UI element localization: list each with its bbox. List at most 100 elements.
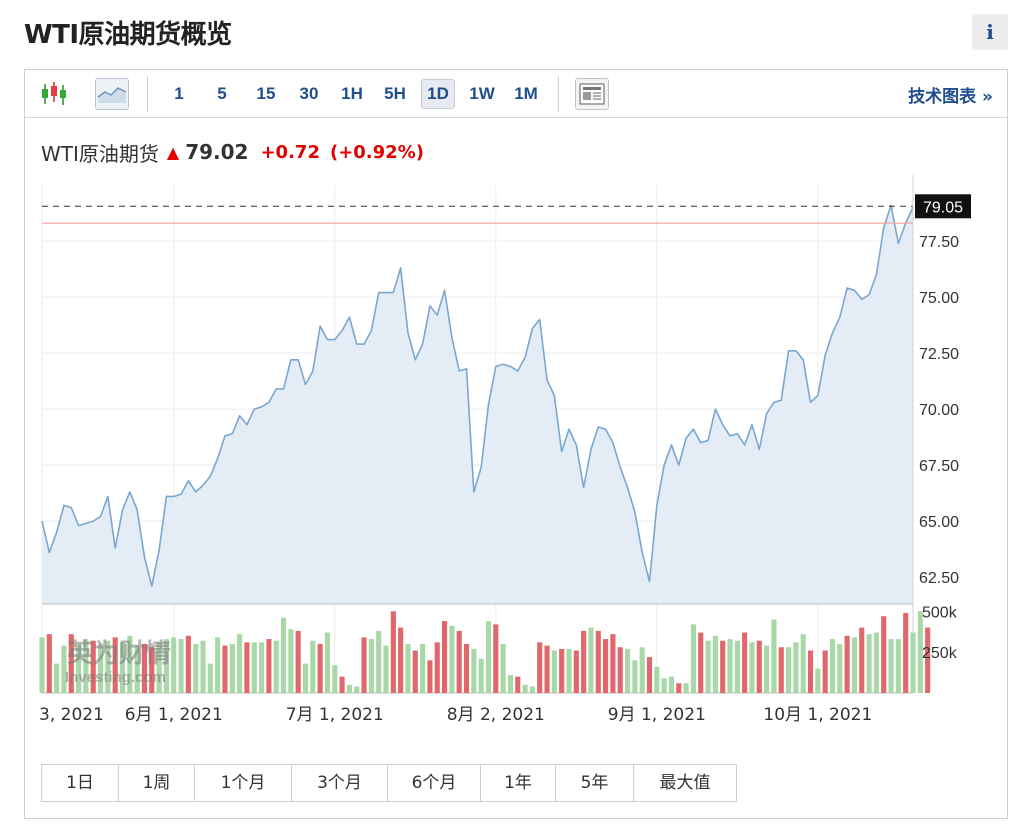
x-tick-label: 8月 2, 2021	[447, 705, 545, 725]
range-6m-button[interactable]: 6个月	[388, 765, 481, 801]
range-1d-button[interactable]: 1日	[42, 765, 119, 801]
interval-15-button[interactable]: 15	[256, 84, 276, 103]
volume-bar	[500, 643, 506, 693]
volume-bar	[259, 642, 265, 693]
volume-bar	[603, 639, 609, 693]
volume-bar	[712, 635, 718, 693]
volume-bar	[881, 616, 887, 693]
interval-1m-button[interactable]: 1M	[514, 84, 538, 103]
volume-bar	[822, 650, 828, 693]
volume-tick-label: 250k	[922, 645, 958, 662]
volume-bar	[639, 647, 645, 693]
volume-bar	[354, 686, 360, 693]
volume-bar	[178, 639, 184, 693]
volume-bar	[39, 637, 45, 693]
interval-1d-button[interactable]: 1D	[421, 79, 455, 109]
volume-bar	[515, 676, 521, 693]
volume-bar	[127, 635, 133, 693]
y-tick-label: 70.00	[919, 402, 959, 419]
volume-bar	[119, 642, 126, 693]
range-3m-button[interactable]: 3个月	[292, 765, 388, 801]
volume-bar	[46, 634, 52, 693]
volume-bar	[237, 634, 243, 693]
volume-bar	[295, 630, 301, 693]
y-tick-label: 77.50	[919, 234, 959, 251]
volume-bar	[251, 642, 257, 693]
volume-bar	[566, 648, 572, 693]
volume-bar	[383, 645, 389, 693]
range-5y-button[interactable]: 5年	[556, 765, 634, 801]
volume-bar	[800, 634, 806, 693]
volume-bar	[537, 642, 543, 693]
last-price-badge	[915, 194, 971, 219]
volume-bar	[376, 630, 382, 693]
range-1m-button[interactable]: 1个月	[195, 765, 292, 801]
volume-bar	[68, 634, 74, 693]
volume-bar	[222, 645, 228, 693]
volume-bar	[112, 637, 118, 693]
volume-bar	[903, 612, 909, 693]
volume-bar	[266, 639, 272, 693]
volume-bar	[859, 627, 865, 693]
volume-bar	[156, 642, 162, 693]
volume-bar	[698, 632, 704, 693]
candlestick-icon[interactable]	[39, 78, 69, 110]
volume-bar	[742, 632, 748, 693]
interval-30-button[interactable]: 30	[299, 84, 319, 103]
volume-bar	[434, 642, 440, 693]
x-tick-label: 6月 1, 2021	[125, 705, 223, 725]
volume-bar	[793, 642, 799, 693]
volume-bar	[617, 647, 623, 693]
volume-bar	[244, 642, 250, 693]
volume-bar	[749, 642, 755, 693]
volume-bar	[573, 650, 579, 693]
volume-bar	[193, 643, 199, 693]
volume-bar	[610, 634, 616, 693]
volume-bar	[273, 640, 279, 693]
y-tick-label: 72.50	[919, 346, 959, 363]
volume-bar	[895, 639, 901, 693]
interval-5-button[interactable]: 5	[217, 84, 227, 103]
interval-1h-button[interactable]: 1H	[341, 84, 363, 103]
volume-bar	[829, 639, 836, 693]
volume-bar	[786, 647, 792, 693]
interval-5h-button[interactable]: 5H	[384, 84, 406, 103]
info-button[interactable]: i	[972, 14, 1008, 50]
area-chart-icon[interactable]	[95, 78, 129, 110]
range-1y-button[interactable]: 1年	[481, 765, 556, 801]
volume-bar	[624, 648, 631, 693]
chart-panel: 1 5 15 30 1H 5H 1D 1W 1M 技术图表 » WTI原油期货 …	[24, 69, 1008, 819]
quote-summary: WTI原油期货 ▲ 79.02 +0.72 (+0.92%)	[41, 138, 424, 166]
interval-1w-button[interactable]: 1W	[469, 84, 495, 103]
volume-bar	[588, 627, 594, 693]
volume-bar	[412, 650, 418, 693]
volume-bar	[705, 640, 711, 693]
price-area-fill	[42, 205, 913, 605]
price-chart[interactable]: 77.50 75.00 72.50 70.00 67.50 65.00 62.50 79.05…	[25, 70, 1007, 760]
volume-bar	[683, 683, 689, 693]
volume-bar	[368, 639, 374, 693]
volume-bar	[925, 627, 931, 693]
range-1w-button[interactable]: 1周	[119, 765, 195, 801]
toolbar-divider	[558, 76, 559, 112]
volume-bar	[339, 676, 345, 693]
news-overlay-icon[interactable]	[575, 78, 609, 110]
volume-bar	[866, 634, 872, 693]
volume-bar	[676, 683, 682, 693]
x-tick-label: 3, 2021	[39, 705, 104, 725]
instrument-name: WTI原油期货	[41, 141, 159, 166]
volume-bar	[134, 645, 140, 693]
volume-bar	[888, 639, 894, 693]
chart-toolbar: 1 5 15 30 1H 5H 1D 1W 1M 技术图表 »	[25, 70, 1007, 118]
technical-chart-link[interactable]: 技术图表 »	[908, 87, 993, 107]
volume-bar	[288, 629, 294, 693]
volume-bar	[442, 621, 448, 693]
volume-bar	[280, 617, 287, 693]
interval-1-button[interactable]: 1	[174, 84, 184, 103]
x-tick-label: 9月 1, 2021	[608, 705, 706, 725]
volume-bar	[463, 643, 470, 693]
volume-bar	[727, 639, 733, 693]
volume-bar	[581, 630, 587, 693]
range-max-button[interactable]: 最大值	[659, 773, 711, 793]
volume-bar	[54, 663, 60, 693]
